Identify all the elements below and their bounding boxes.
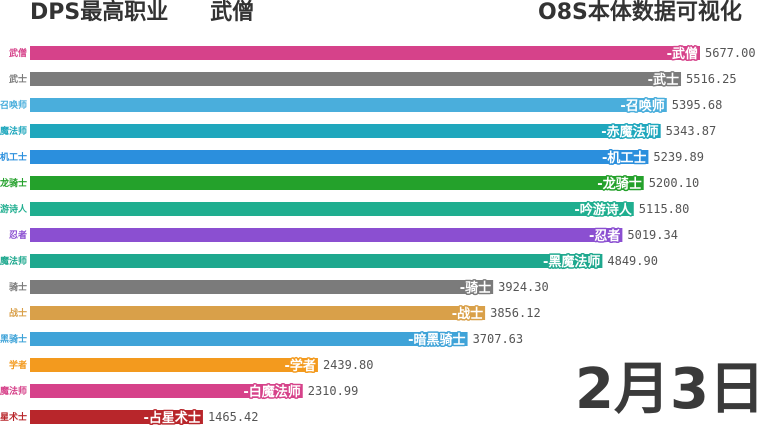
bar-name-label: -占星术士 bbox=[144, 410, 201, 426]
bar-name-label: -龙骑士 bbox=[597, 176, 641, 192]
category-label: 龙骑士 bbox=[0, 177, 27, 189]
bar bbox=[30, 332, 468, 346]
value-label: 2439.80 bbox=[323, 358, 374, 372]
bar bbox=[30, 46, 700, 60]
bar-name-label: -黑魔法师 bbox=[543, 254, 600, 270]
category-label: 吟游诗人 bbox=[0, 203, 28, 215]
value-label: 3707.63 bbox=[473, 332, 524, 346]
chart-subtitle: O8S本体数据可视化 bbox=[538, 0, 742, 25]
bar bbox=[30, 72, 682, 86]
bar-name-label: -赤魔法师 bbox=[601, 124, 658, 140]
category-label: 占星术士 bbox=[0, 411, 27, 423]
bar-name-label: -忍者 bbox=[589, 228, 620, 244]
bar-name-label: -骑士 bbox=[460, 280, 491, 296]
category-label: 暗黑骑士 bbox=[0, 333, 27, 345]
value-label: 5200.10 bbox=[649, 176, 700, 190]
category-label: 骑士 bbox=[9, 281, 27, 293]
category-label: 学者 bbox=[9, 359, 27, 371]
category-label: 武士 bbox=[9, 73, 27, 85]
value-label: 5239.89 bbox=[653, 150, 704, 164]
leader-name: 武僧 bbox=[210, 0, 255, 25]
value-label: 5115.80 bbox=[639, 202, 690, 216]
bar bbox=[30, 202, 634, 216]
bar-name-label: -吟游诗人 bbox=[574, 202, 632, 218]
value-label: 5343.87 bbox=[666, 124, 717, 138]
value-label: 3856.12 bbox=[490, 306, 541, 320]
category-label: 召唤师 bbox=[0, 99, 27, 111]
bar bbox=[30, 98, 667, 112]
bar-name-label: -战士 bbox=[452, 306, 483, 322]
value-label: 2310.99 bbox=[308, 384, 359, 398]
chart-title: DPS最高职业 武僧 bbox=[30, 0, 254, 26]
bar-name-label: -武士 bbox=[648, 72, 679, 88]
bar-name-label: -机工士 bbox=[602, 150, 646, 166]
value-label: 5019.34 bbox=[627, 228, 678, 242]
value-label: 5677.00 bbox=[705, 46, 756, 60]
bar bbox=[30, 384, 303, 398]
bar-name-label: -暗黑骑士 bbox=[408, 332, 465, 348]
category-label: 忍者 bbox=[9, 229, 27, 241]
value-label: 5516.25 bbox=[686, 72, 737, 86]
bar bbox=[30, 306, 486, 320]
value-label: 4849.90 bbox=[607, 254, 658, 268]
bar bbox=[30, 410, 203, 424]
bar bbox=[30, 280, 494, 294]
date-label: 2月3日 bbox=[575, 357, 760, 422]
bar-name-label: -白魔法师 bbox=[243, 384, 300, 400]
category-label: 机工士 bbox=[0, 151, 27, 163]
value-label: 5395.68 bbox=[672, 98, 723, 112]
bar-name-label: -武僧 bbox=[667, 46, 698, 62]
category-label: 白魔法师 bbox=[0, 385, 27, 397]
category-label: 武僧 bbox=[9, 47, 27, 59]
value-label: 1465.42 bbox=[208, 410, 259, 424]
category-label: 战士 bbox=[9, 307, 27, 319]
value-label: 3924.30 bbox=[498, 280, 549, 294]
bar-name-label: -召唤师 bbox=[620, 98, 664, 114]
bar-name-label: -学者 bbox=[285, 358, 316, 374]
bar bbox=[30, 150, 649, 164]
bar bbox=[30, 124, 661, 138]
bar bbox=[30, 176, 644, 190]
bar bbox=[30, 358, 318, 372]
category-label: 赤魔法师 bbox=[0, 125, 27, 137]
bar bbox=[30, 228, 623, 242]
category-label: 黑魔法师 bbox=[0, 255, 27, 267]
title-text: DPS最高职业 bbox=[30, 0, 169, 25]
bar bbox=[30, 254, 603, 268]
